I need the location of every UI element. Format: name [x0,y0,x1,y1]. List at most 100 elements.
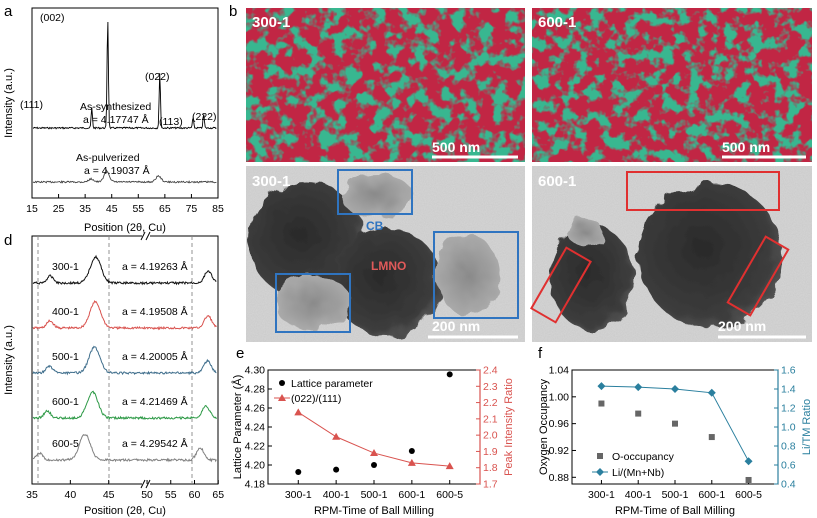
legend-marker-o-occupancy [597,453,603,459]
highlight-box-red-3 [726,235,790,317]
y-axis-label-e: Lattice Parameter (Å) [231,375,244,480]
y2-tick-label: 0.6 [781,460,796,472]
data-point-Lattice parameter-400-1 [333,466,340,473]
y2-tick-label: 2.0 [483,430,498,442]
data-point-Lattice parameter-600-5 [446,371,453,378]
highlight-box-red-2 [530,246,592,324]
peak-label-222: (222) [192,111,217,123]
data-point-O-occupancy-600-5 [745,476,752,483]
trace-label-600-1: 600-1 [52,396,79,408]
x-tick-label-a: 15 [26,203,38,215]
panel-d: d 300-1 a = 4.19263 Å 400-1 a = 4.19508 Å 50… [3,231,224,517]
x-tick-label: 600-5 [735,489,762,501]
series-line-(022)/(111) [298,411,450,467]
highlight-box-cb-2 [433,231,519,319]
x-tick-label-d: 35 [26,489,38,501]
trace-label-500-1: 500-1 [52,351,79,363]
legend-text-lattice: Lattice parameter [291,378,373,390]
x-tick-label-a: 65 [159,203,171,215]
trace-param-600-1: a = 4.21469 Å [122,395,188,408]
panel-c: c 600-1 500 nm 600-1 200 nm [530,3,812,342]
data-point-Lattice parameter-600-1 [408,448,415,455]
legend-e: Lattice parameter (022)/(111) [274,378,373,405]
x-axis-label-f: RPM-Time of Ball Milling [615,505,735,517]
panel-f: f 300-1 400-1 500-1 600-1 600-5 0.88 0.92 0.96 1… [538,345,813,517]
scale-text-c-bottom: 200 nm [718,318,766,334]
scale-text-c-top: 500 nm [722,139,770,155]
plot-frame-a [31,7,219,199]
panel-e: e 300-1 400-1 500-1 600-1 600-5 4.18 4.20 4.22 4… [231,345,515,517]
xrd-traces-d: 300-1 a = 4.19263 Å 400-1 a = 4.19508 Å 500-… [32,254,217,463]
image-tag-c-top: 600-1 [538,14,576,31]
y2-tick-label: 0.4 [781,479,796,491]
legend-text-li-ratio: Li/(Mn+Nb) [612,467,664,479]
trace-param-300-1: a = 4.19263 Å [122,260,188,273]
x-tick-label: 600-1 [698,489,725,501]
x-tick-label: 300-1 [588,489,615,501]
y-tick-label: 4.28 [245,384,266,396]
panel-b: b 300-1 500 nm 300-1 CB LMNO [229,3,525,342]
x-tick-label: 400-1 [323,489,350,501]
peak-label-113: (113) [159,116,183,128]
y2-tick-label: 2.2 [483,397,498,409]
data-point-(022)/(111)-500-1 [370,449,378,457]
trace-param-500-1: a = 4.20005 Å [122,350,188,363]
xrd-trace-600-5 [32,433,217,463]
y-tick-label: 4.24 [245,422,266,434]
peak-label-022: (022) [145,71,170,83]
x-axis-label-d: Position (2θ, Cu) [84,505,166,517]
y2-tick-label: 1.7 [483,479,498,491]
param-as-synthesized: a = 4.17747 Å [83,113,149,126]
data-point-O-occupancy-300-1 [598,400,605,407]
x-tick-label-d: 50 [141,489,153,501]
legend-text-o-occupancy: O-occupancy [612,451,675,463]
peak-label-002: (002) [40,12,65,24]
legend-marker-lattice [279,380,285,386]
image-tag-b-bottom: 300-1 [252,173,290,190]
panel-a: a 15 25 35 45 55 65 75 85 Intensity (a.u.) Posi… [3,3,224,234]
y-tick-label: 0.92 [549,445,570,457]
xrd-trace-500-1 [32,345,217,376]
x-axis-d: 35 40 45 50 55 60 65 [26,480,224,501]
y2-axis-label-e: Peak Intensity Ratio [503,378,515,476]
x-tick-label-a: 35 [79,203,91,215]
panel-label-e: e [236,345,244,362]
trace-label-300-1: 300-1 [52,261,79,273]
y-tick-label: 1.00 [549,391,570,403]
label-as-pulverized: As-pulverized [76,152,140,164]
x-axis-a: 15 25 35 45 55 65 75 85 [26,194,224,215]
y-axis-label-d: Intensity (a.u.) [3,325,15,395]
scale-text-b-bottom: 200 nm [432,318,480,334]
eds-map-600-1 [532,8,812,162]
tem-image-300-1 [246,166,525,342]
data-point-O-occupancy-400-1 [635,410,642,417]
marks-f [597,382,753,483]
data-point-(022)/(111)-600-5 [445,462,454,470]
scale-text-b-top: 500 nm [432,139,480,155]
x-tick-label-d: 65 [212,489,224,501]
y2-tick-label: 1.0 [781,422,796,434]
legend-text-ratio: (022)/(111) [291,393,341,405]
panel-label-b: b [229,3,237,20]
y2-tick-label: 1.8 [483,462,498,474]
y-tick-label: 4.20 [245,460,266,472]
y2-tick-label: 2.3 [483,381,498,393]
xrd-trace-300-1 [32,254,217,286]
x-tick-label: 600-1 [398,489,425,501]
tem-image-600-1 [532,166,812,342]
x-tick-label: 400-1 [625,489,652,501]
x-tick-label: 600-5 [436,489,463,501]
y-tick-label: 4.22 [245,441,266,453]
marks-e [294,371,454,476]
panel-label-a: a [4,3,13,20]
y-tick-label: 4.30 [245,365,266,377]
axes-e: 300-1 400-1 500-1 600-1 600-5 4.18 4.20 4.22 4.2… [245,365,498,502]
image-tag-c-bottom: 600-1 [538,173,576,190]
y-tick-label: 4.18 [245,479,266,491]
label-lmno: LMNO [371,259,406,273]
trace-param-600-5: a = 4.29542 Å [122,437,188,450]
data-point-O-occupancy-500-1 [672,420,678,427]
xrd-trace-600-1 [32,390,217,421]
highlight-box-cb-1 [337,169,413,215]
data-point-Li/(Mn+Nb)-400-1 [634,383,643,392]
